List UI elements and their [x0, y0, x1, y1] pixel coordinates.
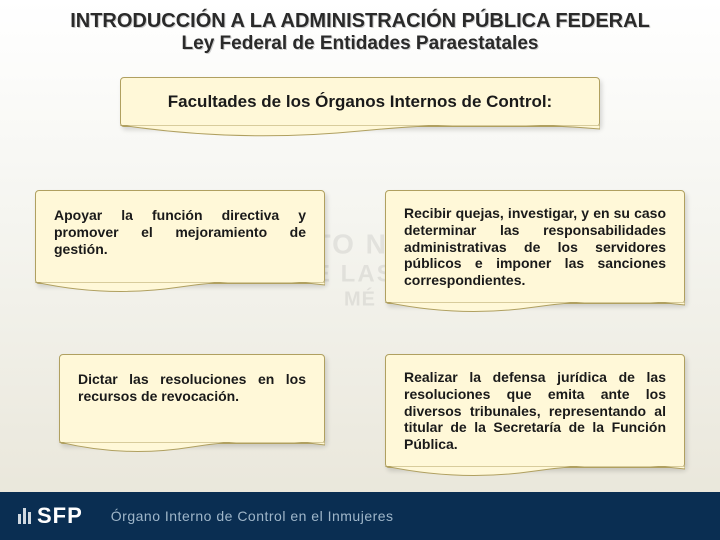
card-wave-decoration	[120, 125, 600, 143]
card-text: Recibir quejas, investigar, y en su caso…	[404, 205, 666, 289]
sfp-logo: SFP	[18, 503, 83, 529]
hero-text: Facultades de los Órganos Internos de Co…	[139, 92, 581, 112]
card-wave-decoration	[35, 282, 325, 300]
card-wave-decoration	[59, 442, 325, 460]
sfp-logo-text: SFP	[37, 503, 83, 529]
card-text: Realizar la defensa jurídica de las reso…	[404, 369, 666, 453]
footer-subtitle: Órgano Interno de Control en el Inmujere…	[111, 508, 394, 524]
slide-header: INTRODUCCIÓN A LA ADMINISTRACIÓN PÚBLICA…	[0, 0, 720, 59]
info-card-bottom-left: Dictar las resoluciones en los recursos …	[35, 354, 325, 484]
hero-card: Facultades de los Órganos Internos de Co…	[120, 77, 600, 143]
info-card-top-right: Recibir quejas, investigar, y en su caso…	[385, 190, 685, 320]
slide-subtitle: Ley Federal de Entidades Paraestatales	[20, 33, 700, 55]
info-card-top-left: Apoyar la función directiva y promover e…	[35, 190, 325, 320]
sfp-logo-bars-icon	[18, 508, 31, 524]
info-card-bottom-right: Realizar la defensa jurídica de las reso…	[385, 354, 685, 484]
card-wave-decoration	[385, 302, 685, 320]
footer-band: SFP Órgano Interno de Control en el Inmu…	[0, 492, 720, 540]
card-text: Apoyar la función directiva y promover e…	[54, 207, 306, 257]
card-text: Dictar las resoluciones en los recursos …	[78, 371, 306, 405]
slide-title: INTRODUCCIÓN A LA ADMINISTRACIÓN PÚBLICA…	[20, 10, 700, 33]
content-grid: Apoyar la función directiva y promover e…	[0, 190, 720, 484]
card-wave-decoration	[385, 466, 685, 484]
